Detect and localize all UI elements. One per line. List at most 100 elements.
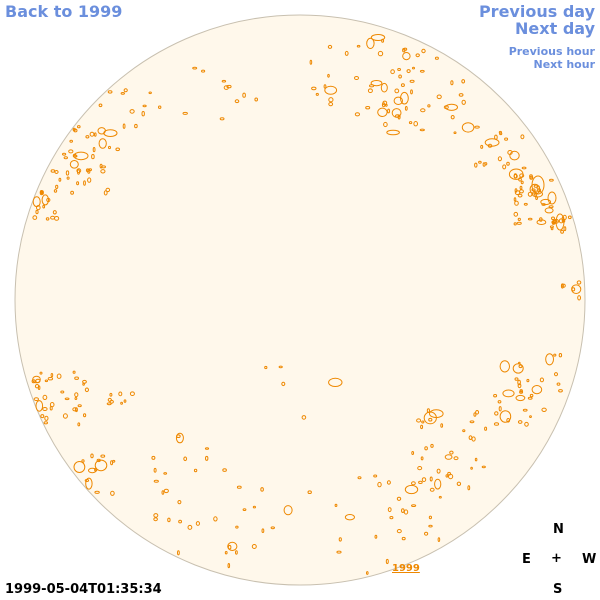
contour-mark [383, 121, 388, 128]
contour-mark [129, 391, 135, 397]
contour-mark [504, 137, 509, 141]
year-link[interactable]: 1999 [392, 563, 420, 574]
contour-mark [167, 517, 171, 523]
contour-mark [429, 409, 444, 419]
contour-mark [421, 48, 426, 54]
contour-mark [544, 207, 554, 214]
contour-mark [88, 168, 92, 172]
contour-mark [123, 399, 127, 403]
contour-mark [456, 481, 462, 486]
contour-mark [69, 139, 73, 143]
contour-mark [42, 407, 48, 411]
contour-mark [506, 161, 510, 166]
contour-mark [541, 407, 547, 412]
contour-mark [270, 526, 275, 530]
back-to-year-link[interactable]: Back to 1999 [5, 2, 123, 21]
contour-mark [522, 408, 528, 412]
contour-mark [519, 390, 524, 394]
contour-mark [445, 103, 459, 111]
contour-mark [520, 134, 525, 140]
contour-mark [443, 105, 449, 110]
contour-mark [497, 156, 502, 162]
contour-mark [45, 217, 50, 221]
contour-mark [103, 129, 118, 138]
contour-mark [35, 209, 39, 215]
contour-mark [76, 168, 82, 174]
contour-mark [517, 383, 522, 389]
contour-mark [533, 184, 539, 188]
contour-mark [515, 394, 526, 402]
contour-mark [32, 215, 38, 220]
contour-mark [421, 477, 427, 483]
previous-day-link[interactable]: Previous day [478, 2, 595, 21]
contour-mark [69, 160, 79, 169]
contour-mark [406, 69, 411, 74]
contour-mark [223, 85, 229, 90]
contour-mark [148, 91, 152, 95]
contour-mark [344, 514, 355, 521]
contour-mark [437, 537, 441, 542]
contour-mark [393, 96, 403, 106]
contour-mark [83, 413, 87, 418]
contour-mark [429, 476, 433, 482]
contour-mark [83, 180, 86, 186]
contour-mark [560, 229, 564, 234]
next-hour-link[interactable]: Next hour [533, 58, 596, 71]
contour-mark [369, 84, 375, 88]
contour-mark [513, 174, 518, 179]
contour-mark [461, 99, 466, 105]
contour-mark [529, 174, 533, 179]
contour-mark [183, 456, 188, 462]
contour-mark [508, 168, 524, 180]
contour-mark [35, 378, 41, 384]
solar-disk [14, 14, 586, 586]
contour-loop [547, 191, 557, 205]
contour-mark [549, 178, 554, 182]
contour-mark [153, 467, 157, 473]
contour-mark [55, 184, 59, 189]
contour-mark [92, 147, 96, 153]
contour-mark [430, 443, 434, 448]
previous-hour-link[interactable]: Previous hour [508, 45, 595, 58]
contour-mark [77, 422, 81, 427]
contour-mark [453, 456, 459, 461]
contour-mark [398, 74, 402, 79]
contour-mark [531, 385, 543, 395]
contour-mark [481, 465, 486, 469]
next-day-link[interactable]: Next day [515, 19, 595, 38]
contour-mark [153, 479, 159, 483]
contour-mark [493, 394, 498, 398]
contour-mark [553, 353, 557, 357]
contour-mark [94, 459, 108, 472]
contour-mark [381, 38, 385, 43]
contour-mark [514, 200, 519, 206]
contour-mark [226, 84, 232, 89]
contour-mark [77, 404, 82, 408]
contour-mark [153, 513, 159, 518]
contour-mark [163, 472, 168, 475]
contour-mark [177, 550, 180, 556]
contour-mark [336, 550, 342, 554]
contour-mark [42, 204, 46, 209]
contour-mark [178, 519, 183, 524]
contour-mark [47, 377, 54, 381]
contour-mark [134, 123, 138, 129]
contour-mark [87, 177, 92, 183]
contour-mark [400, 91, 409, 105]
contour-mark [56, 373, 62, 379]
contour-mark [106, 402, 112, 406]
contour-mark [416, 418, 422, 423]
contour-mark [344, 50, 349, 56]
contour-mark [281, 381, 286, 387]
contour-mark [401, 508, 405, 514]
contour-mark [502, 389, 515, 398]
contour-mark [227, 544, 232, 550]
contour-mark [64, 397, 70, 401]
contour-mark [545, 353, 554, 366]
contour-mark [531, 190, 544, 198]
contour-mark [571, 287, 576, 292]
contour-mark [527, 396, 533, 400]
contour-mark [105, 187, 111, 193]
contour-mark [227, 541, 238, 552]
contour-mark [517, 420, 523, 424]
